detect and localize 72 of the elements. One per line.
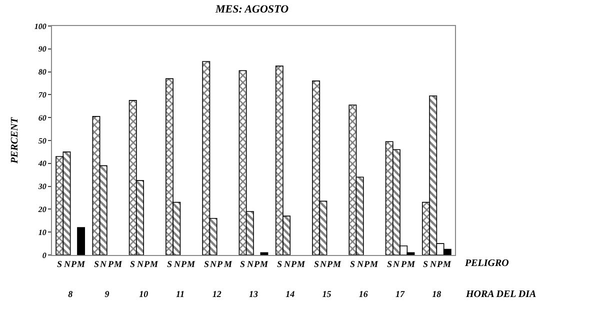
text: M: [187, 259, 196, 269]
x-tick-label: 10: [139, 288, 149, 299]
text: N: [393, 259, 400, 269]
x-tick-label: 18: [432, 288, 442, 299]
series-label: P: [401, 259, 407, 269]
text: P: [181, 259, 186, 269]
text: M: [150, 259, 158, 269]
text: P: [144, 259, 150, 269]
text: M: [260, 259, 268, 269]
text: P: [437, 259, 442, 269]
x-tick-label: 9: [104, 288, 110, 299]
chart-title: MES: AGOSTO: [214, 3, 289, 16]
text: P: [254, 259, 260, 269]
text: S: [387, 259, 392, 269]
text: M: [333, 259, 342, 269]
text: M: [297, 259, 306, 269]
text: N: [247, 259, 254, 269]
text: S: [314, 259, 320, 269]
y-tick-label: 50: [38, 136, 46, 146]
text: N: [100, 259, 106, 269]
y-tick-label: 10: [38, 228, 46, 237]
y-tick-label: 30: [37, 182, 46, 192]
text: M: [114, 259, 122, 269]
y-axis-title: PERCENT: [9, 116, 20, 164]
y-tick-label: 80: [38, 68, 46, 77]
x-axis-title: HORA DEL DIA: [465, 289, 537, 300]
text: N: [174, 259, 180, 269]
text: S: [277, 259, 282, 269]
y-tick-label: 0: [42, 250, 46, 260]
text: P: [291, 259, 296, 269]
bar: [77, 227, 86, 255]
text: S: [167, 259, 172, 269]
x-tick-label: 17: [396, 288, 406, 299]
text: P: [327, 259, 332, 269]
x-tick-label: 16: [358, 288, 368, 299]
x-tick-label: 15: [322, 288, 332, 299]
series-label: S: [57, 259, 62, 269]
series-label: N: [63, 259, 71, 269]
series-label: M: [442, 259, 452, 269]
text: N: [320, 259, 326, 269]
text: N: [137, 259, 144, 269]
text: P: [217, 259, 222, 269]
text: M: [407, 259, 416, 269]
bar: [260, 252, 268, 255]
text: S: [350, 259, 356, 269]
x-tick-label: 8: [68, 288, 74, 299]
text: S: [204, 259, 210, 269]
x-tick-label: 13: [249, 288, 258, 299]
legend-title: PELIGRO: [465, 258, 509, 269]
text: M: [77, 259, 86, 269]
x-tick-label: 11: [176, 288, 184, 299]
y-tick-label: 70: [38, 90, 46, 100]
text: N: [430, 259, 436, 269]
y-tick-label: 20: [37, 205, 46, 214]
text: P: [71, 259, 76, 269]
y-tick-label: 90: [38, 44, 46, 54]
text: N: [284, 259, 290, 269]
text: P: [108, 259, 114, 269]
y-tick-label: 40: [37, 159, 46, 168]
y-tick-label: 60: [38, 113, 46, 122]
text: S: [130, 259, 136, 269]
text: S: [423, 259, 428, 269]
text: M: [370, 259, 378, 269]
text: S: [240, 259, 246, 269]
x-tick-label: 14: [286, 288, 296, 299]
text: M: [224, 259, 232, 269]
text: S: [94, 259, 100, 269]
y-tick-label: 100: [34, 22, 46, 31]
text: N: [210, 259, 216, 269]
text: P: [364, 259, 370, 269]
text: N: [357, 259, 364, 269]
x-tick-label: 12: [212, 288, 222, 299]
